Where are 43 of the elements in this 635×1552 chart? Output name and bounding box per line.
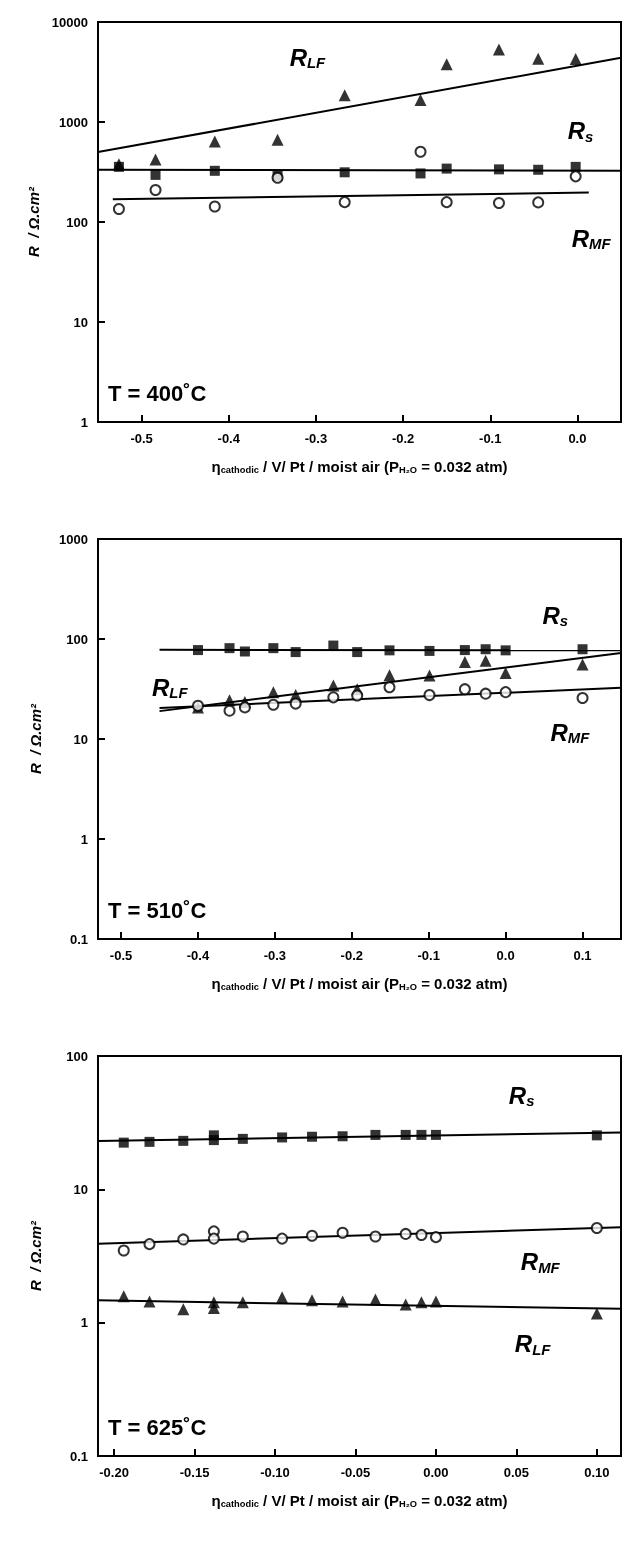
x-tick-label: -0.1 (479, 431, 502, 446)
y-tick-label: 1 (80, 831, 88, 847)
y-axis-title: R / Ω.cm² (27, 702, 44, 775)
y-tick-label: 1000 (59, 114, 88, 130)
y-axis-title: R / Ω.cm² (24, 185, 42, 258)
y-tick-label: 10 (73, 314, 88, 330)
x-axis-title: ηcathodic / V/ Pt / moist air (PH₂O = 0.032 atm) (211, 974, 508, 992)
x-tick-label: -0.15 (179, 1465, 210, 1480)
x-tick-label: -0.5 (109, 948, 133, 963)
x-tick-label: -0.05 (340, 1465, 371, 1480)
x-axis-title: ηcathodic / V/ Pt / moist air (PH₂O = 0.032 atm) (211, 1491, 508, 1509)
y-axis-title: R / Ω.cm² (27, 1219, 44, 1292)
x-tick-label: -0.4 (217, 431, 241, 446)
y-tick-label: 0.1 (69, 1448, 88, 1464)
y-tick-label: 10000 (51, 14, 88, 30)
x-tick-label: 0.0 (568, 431, 587, 446)
y-tick-label: 1 (80, 1315, 88, 1331)
x-tick-label: -0.2 (340, 948, 364, 963)
y-tick-label: 100 (66, 214, 88, 230)
y-tick-label: 1 (80, 414, 88, 430)
y-tick-label: 100 (66, 1048, 88, 1064)
x-tick-label: 0.05 (503, 1465, 530, 1480)
annotation: T = 510˚C (108, 897, 207, 923)
x-tick-label: -0.10 (260, 1465, 290, 1480)
x-tick-label: 0.0 (496, 948, 515, 963)
annotation: T = 625˚C (108, 1414, 207, 1440)
y-tick-label: 10 (73, 1181, 88, 1197)
y-tick-label: 10 (73, 731, 88, 747)
y-tick-label: 100 (66, 631, 88, 647)
annotation: T = 400˚C (108, 380, 207, 406)
x-tick-label: -0.3 (304, 431, 328, 446)
y-tick-label: 1000 (59, 531, 88, 547)
x-tick-label: -0.1 (417, 948, 440, 963)
x-tick-label: -0.5 (130, 431, 153, 446)
x-tick-label: -0.4 (186, 948, 210, 963)
x-tick-label: -0.2 (391, 431, 415, 446)
x-tick-label: -0.3 (263, 948, 287, 963)
x-tick-label: 0.1 (573, 948, 592, 963)
x-tick-label: 0.10 (584, 1465, 610, 1480)
x-axis-title: ηcathodic / V/ Pt / moist air (PH₂O = 0.032 atm) (211, 457, 508, 475)
x-tick-label: 0.00 (423, 1465, 449, 1480)
y-tick-label: 0.1 (69, 931, 88, 947)
x-tick-label: -0.20 (99, 1465, 129, 1480)
